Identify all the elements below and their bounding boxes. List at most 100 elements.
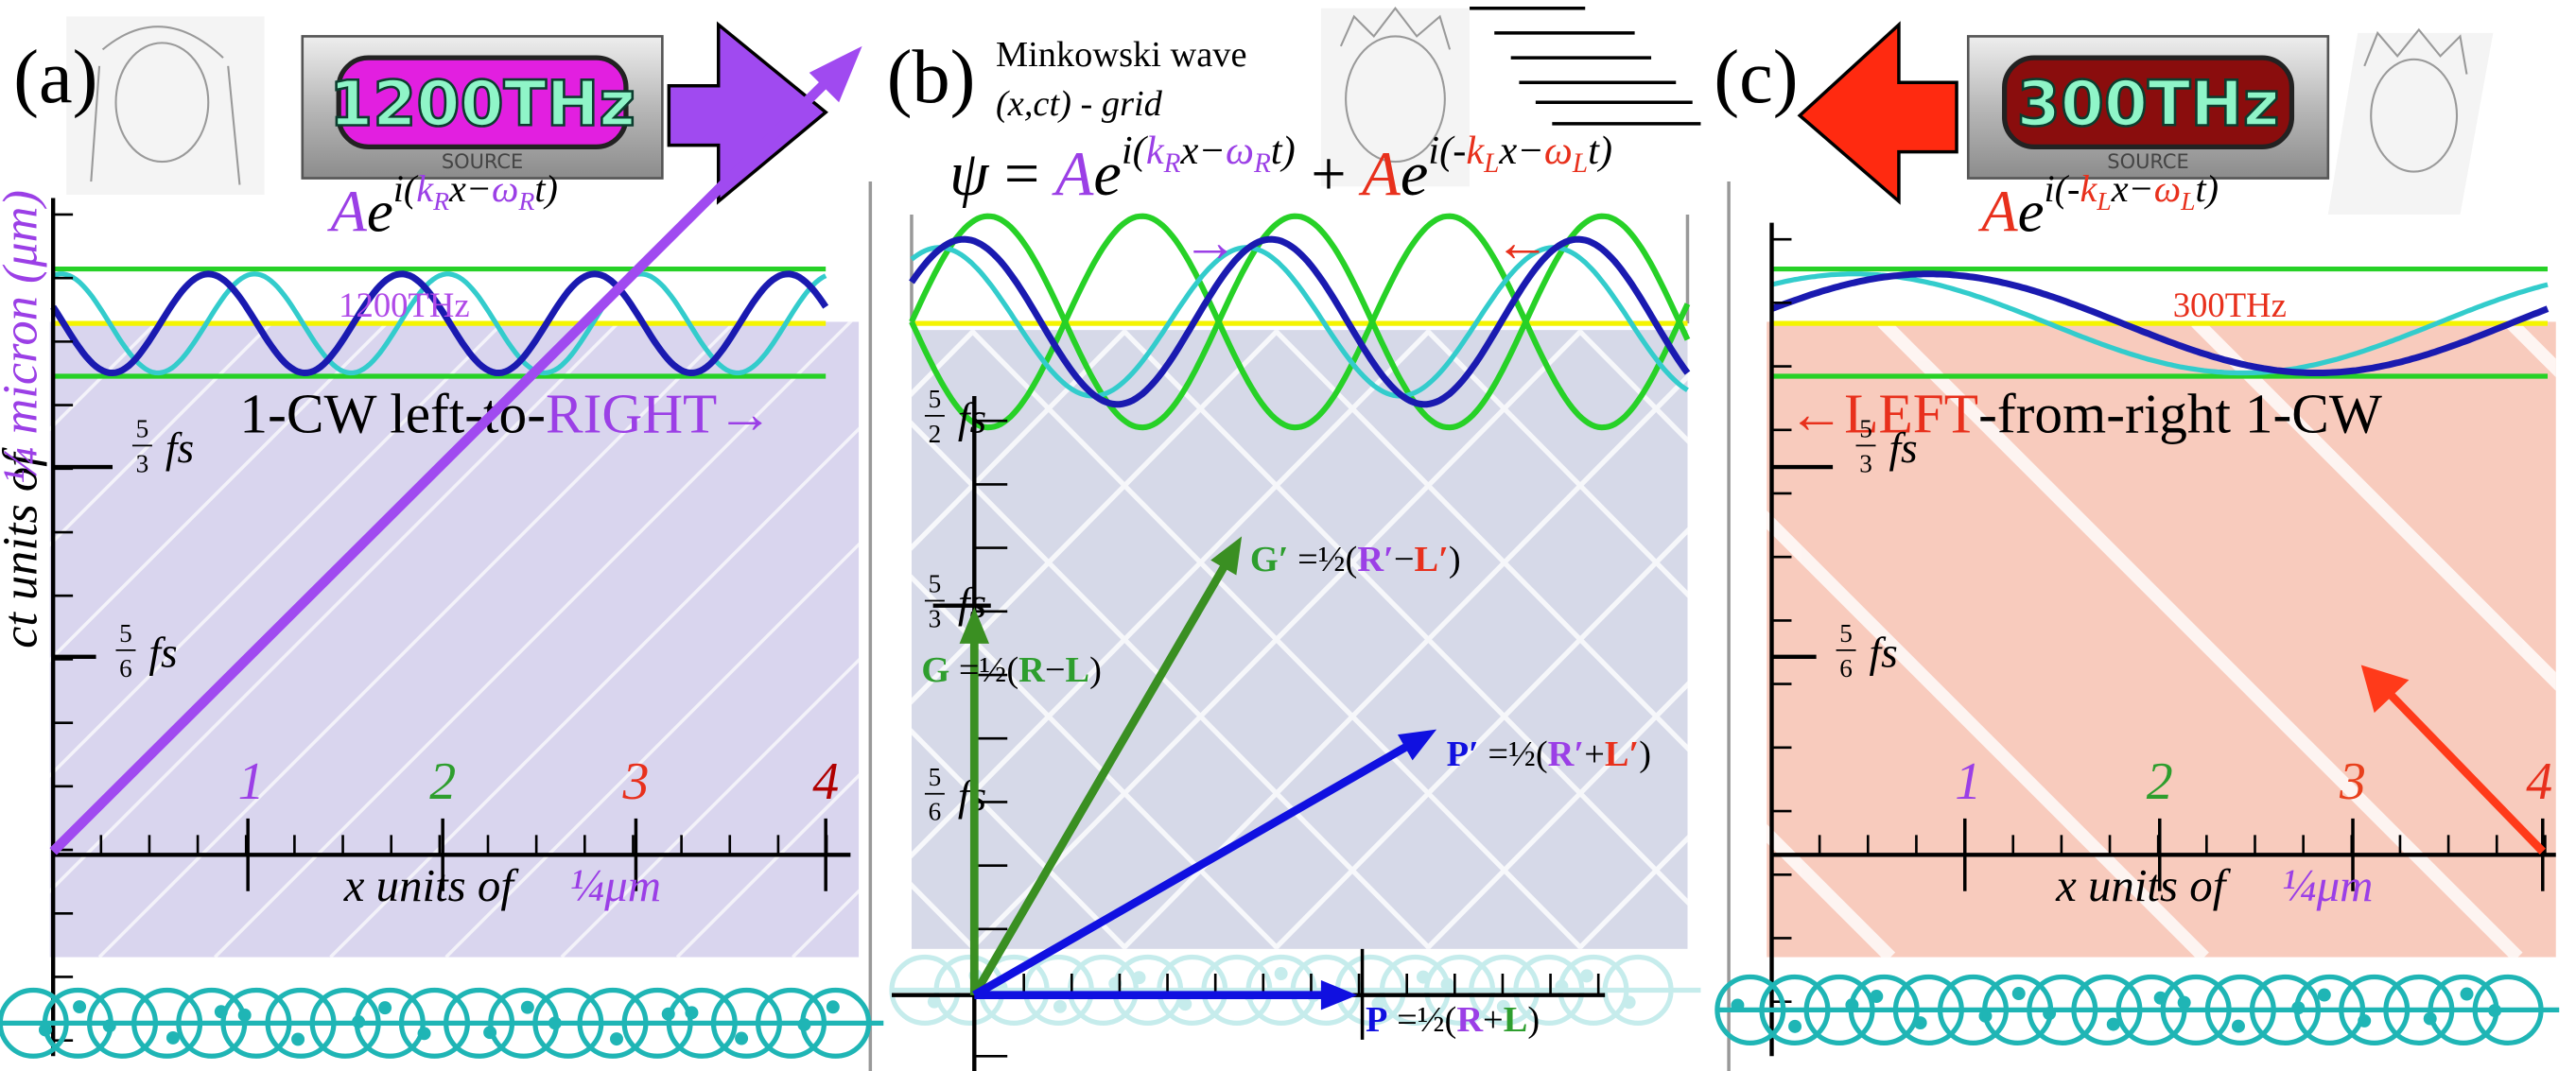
text-run: A xyxy=(1358,140,1401,209)
text-run: R xyxy=(1018,650,1046,690)
text-run: =½( xyxy=(1289,540,1358,579)
text-run: x units of xyxy=(343,859,525,911)
x-axis-title: x units of ¼μm xyxy=(343,859,661,911)
text-run: R xyxy=(1253,148,1271,179)
text-run: R xyxy=(1456,1000,1484,1040)
fraction-denominator: 2 xyxy=(929,420,942,448)
text-run: t) xyxy=(2195,167,2219,210)
text-run: G′ xyxy=(1250,540,1289,579)
ring-strip xyxy=(0,990,883,1056)
text-run: t) xyxy=(1271,129,1296,173)
ring-node xyxy=(291,1032,305,1045)
text-run: L xyxy=(1066,650,1090,690)
text-run: L′ xyxy=(1415,540,1449,579)
text-run: P′ xyxy=(1447,734,1479,774)
text-run: RIGHT→ xyxy=(546,382,774,444)
fraction-denominator: 6 xyxy=(1839,654,1853,682)
text-run: k xyxy=(1146,129,1165,173)
x-axis-title: x units of ¼μm xyxy=(2055,859,2373,911)
text-run: x− xyxy=(2111,167,2154,210)
time-unit: fs xyxy=(1888,424,1917,472)
x-tick-label: 2 xyxy=(429,752,456,811)
wave-frequency: 1200THz xyxy=(339,285,469,324)
text-run: i(- xyxy=(2045,167,2080,210)
ring-node xyxy=(521,1001,534,1014)
x-tick-label: 3 xyxy=(621,752,649,811)
fraction-numerator: 5 xyxy=(136,415,149,443)
text-run: L xyxy=(1572,148,1588,179)
direction-arrow: ← xyxy=(1494,211,1550,273)
ring-node xyxy=(1133,971,1146,984)
text-run: x− xyxy=(448,167,492,210)
direction-caption: ←LEFT-from-right 1-CW xyxy=(1788,382,2382,444)
text-run: k xyxy=(2080,167,2097,210)
time-unit: fs xyxy=(1870,629,1898,676)
text-run: ω xyxy=(1226,129,1254,173)
ring-node xyxy=(2012,987,2026,1000)
diagram-title: Minkowski wave xyxy=(996,35,1247,75)
ring-node xyxy=(1870,990,1883,1003)
text-run: x− xyxy=(1498,129,1543,173)
ring-node xyxy=(2178,996,2191,1010)
y-axis-title: ct units of ¼ micron (μm) xyxy=(0,190,48,648)
time-unit: fs xyxy=(165,424,194,472)
fraction-numerator: 5 xyxy=(929,570,942,598)
text-run: ¼ micron (μm) xyxy=(0,190,48,484)
text-run: =½( xyxy=(1388,1000,1457,1040)
text-run: x units of xyxy=(2055,859,2237,911)
text-run: L xyxy=(1504,1000,1528,1040)
text-run: ω xyxy=(2154,167,2181,210)
panel-label: (c) xyxy=(1714,35,1798,119)
vector-label: P′ =½(R′+L′) xyxy=(1447,734,1651,774)
ring-strip xyxy=(1717,976,2559,1043)
ring-node xyxy=(1914,1016,1927,1029)
ring-node xyxy=(418,1027,431,1040)
fraction-denominator: 6 xyxy=(119,654,132,682)
text-run: L xyxy=(2096,186,2111,216)
fraction-numerator: 5 xyxy=(929,763,942,791)
ring-node xyxy=(378,1001,392,1014)
text-run: P xyxy=(1366,1000,1387,1040)
time-unit: fs xyxy=(148,629,177,676)
text-run: L xyxy=(1483,148,1499,179)
fraction-denominator: 3 xyxy=(1859,449,1872,477)
text-run: e xyxy=(1401,140,1428,209)
text-run: x− xyxy=(1179,129,1225,173)
text-run: ) xyxy=(1639,734,1651,774)
fraction-numerator: 5 xyxy=(929,385,942,413)
vector-label: G =½(R−L) xyxy=(921,650,1102,690)
ring-node xyxy=(1275,967,1288,980)
text-run: i(- xyxy=(1428,129,1466,173)
text-run: L′ xyxy=(1605,734,1639,774)
text-run: L xyxy=(2180,186,2195,216)
text-run: t) xyxy=(1588,129,1612,173)
text-run: ¼μm xyxy=(2282,859,2374,911)
vector-label: G′ =½(R′−L′) xyxy=(1250,540,1461,579)
text-run: =½( xyxy=(1479,734,1548,774)
fraction-numerator: 5 xyxy=(1839,619,1853,648)
ring-node xyxy=(1580,969,1593,982)
ring-node xyxy=(2358,1014,2371,1028)
ring-node xyxy=(2461,988,2474,1001)
text-run: A xyxy=(1977,178,2018,244)
text-run: R′ xyxy=(1548,734,1585,774)
fraction-numerator: 5 xyxy=(119,619,132,648)
text-run: e xyxy=(1093,140,1121,209)
direction-arrow: → xyxy=(1182,211,1238,273)
text-run: ) xyxy=(1449,540,1461,579)
text-run: i( xyxy=(1122,129,1149,173)
text-run: e xyxy=(2018,178,2045,244)
x-tick-label: 1 xyxy=(1955,752,1981,811)
diagram-subtitle: (x,ct) - grid xyxy=(996,84,1163,124)
ring-node xyxy=(1623,995,1636,1009)
text-run: ←LEFT xyxy=(1788,382,1978,444)
direction-caption: 1-CW left-to-RIGHT→ xyxy=(239,382,773,444)
ring-node xyxy=(238,1009,252,1022)
ring-node xyxy=(1178,997,1192,1011)
panel-label: (a) xyxy=(13,35,97,119)
fraction-denominator: 3 xyxy=(136,449,149,477)
text-run: R xyxy=(432,186,449,216)
text-run: R xyxy=(1163,148,1181,179)
text-run: R xyxy=(517,186,534,216)
ring-strip xyxy=(892,958,1700,1024)
